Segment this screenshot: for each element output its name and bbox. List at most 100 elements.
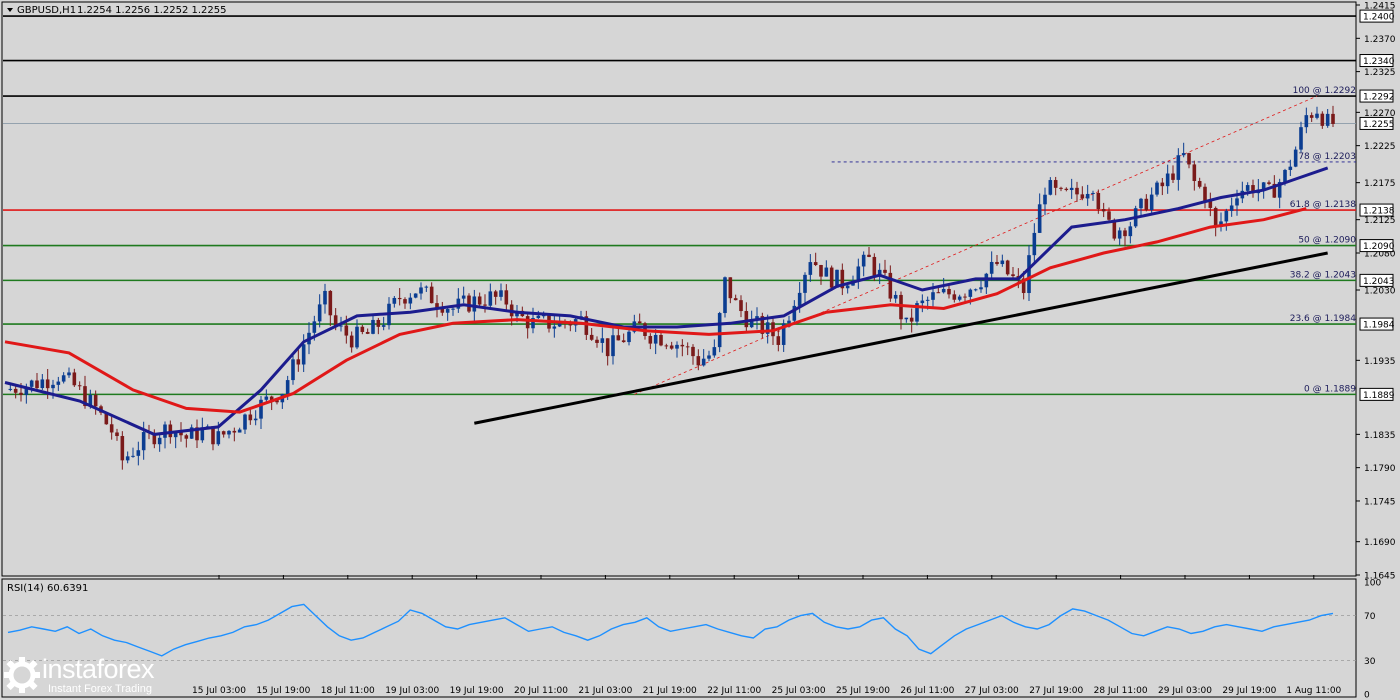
candle-body [35,380,39,389]
rsi-tick-label: 0 [1364,691,1370,700]
candle-body [696,356,701,366]
price-box-label: 1.2255 [1363,120,1395,130]
candle-body [483,304,487,306]
candle-body [184,435,189,439]
candle-body [195,427,199,441]
candle-body [253,418,258,421]
candle-body [872,256,877,276]
candle-body [1043,194,1047,205]
candle-body [1277,182,1282,198]
candle-body [893,294,898,299]
candle-body [1144,198,1149,211]
candle-body [408,297,413,304]
trendline [474,251,1328,425]
candle-body [232,430,237,433]
price-box [1359,317,1394,331]
candle-body [525,316,530,329]
candle-body [285,380,290,394]
candle-body [435,303,439,308]
time-tick-label: 27 Jul 03:00 [965,686,1019,696]
candle-body [56,381,61,385]
candle-body [67,372,71,376]
candle-body [1293,149,1298,167]
candle-body [968,289,973,297]
candle-body [163,424,167,438]
price-tick-label: 1.2370 [1364,35,1396,45]
candle-body [920,300,925,304]
chart-header: GBPUSD,H1 1.2254 1.2256 1.2252 1.2255 [7,5,227,16]
rsi-tick-label: 30 [1364,657,1376,667]
dropdown-triangle-icon[interactable] [7,8,13,12]
candle-body [1101,209,1106,212]
candle-body [904,317,909,320]
price-box [1359,54,1394,68]
candle-body [1059,187,1063,189]
price-tick-label: 1.2080 [1364,249,1396,259]
candle-body [88,394,93,407]
price-box-label: 1.1889 [1363,391,1395,401]
candle-body [840,269,845,289]
candle-body [40,379,45,389]
candle-body [685,346,690,348]
candle-body [941,288,946,293]
candle-body [136,450,141,456]
candle-body [472,296,477,312]
candle-body [536,315,541,319]
candle-body [744,311,749,328]
price-tick-label: 1.2225 [1364,142,1396,152]
candle-body [296,359,301,365]
candle-body [1021,278,1026,294]
candle-body [541,315,546,317]
candle-body [264,396,269,400]
price-tick-label: 1.2030 [1364,287,1396,297]
candle-body [339,325,343,327]
candle-body [349,335,354,348]
candle-body [877,269,882,276]
price-box-label: 1.2138 [1363,207,1395,217]
candle-body [712,347,717,356]
candle-body [973,289,978,291]
candle-body [344,325,349,336]
support-trendline [474,251,1328,425]
candle-body [1112,219,1117,239]
candle-body [77,385,82,387]
candle-body [568,323,573,326]
candle-body [1309,115,1314,118]
candle-body [499,290,503,297]
price-box [1359,89,1394,103]
candle-body [1331,113,1335,124]
fib-diagonal-line [634,95,1318,395]
candle-body [680,344,685,347]
time-tick-label: 26 Jul 11:00 [900,686,954,696]
candle-body [1069,187,1074,191]
candle-body [8,388,13,390]
candle-body [1176,155,1181,180]
candle-body [808,262,813,275]
candle-body [819,265,823,277]
candle-body [451,308,455,310]
candle-body [664,345,669,347]
candle-body [333,315,338,326]
fib-level-label: 50 @ 1.2090 [1298,236,1356,246]
candle-body [104,412,109,425]
candle-body [1048,180,1053,195]
time-tick-label: 15 Jul 03:00 [192,686,246,696]
candle-body [733,298,738,301]
candle-body [301,344,306,365]
candle-body [1053,180,1058,188]
candle-body [419,287,423,294]
candle-body [1027,255,1031,294]
candle-body [707,355,711,359]
moving-average-line [4,207,1307,414]
candle-body [749,319,754,328]
candle-body [776,336,781,345]
time-tick-label: 21 Jul 19:00 [643,686,697,696]
candle-body [621,340,626,343]
time-tick-label: 25 Jul 19:00 [836,686,890,696]
candle-body [984,273,989,288]
candle-body [1304,115,1309,128]
fib-level-label: 78 @ 1.2203 [1298,152,1356,162]
time-tick-label: 15 Jul 19:00 [256,686,310,696]
candle-body [909,317,914,322]
